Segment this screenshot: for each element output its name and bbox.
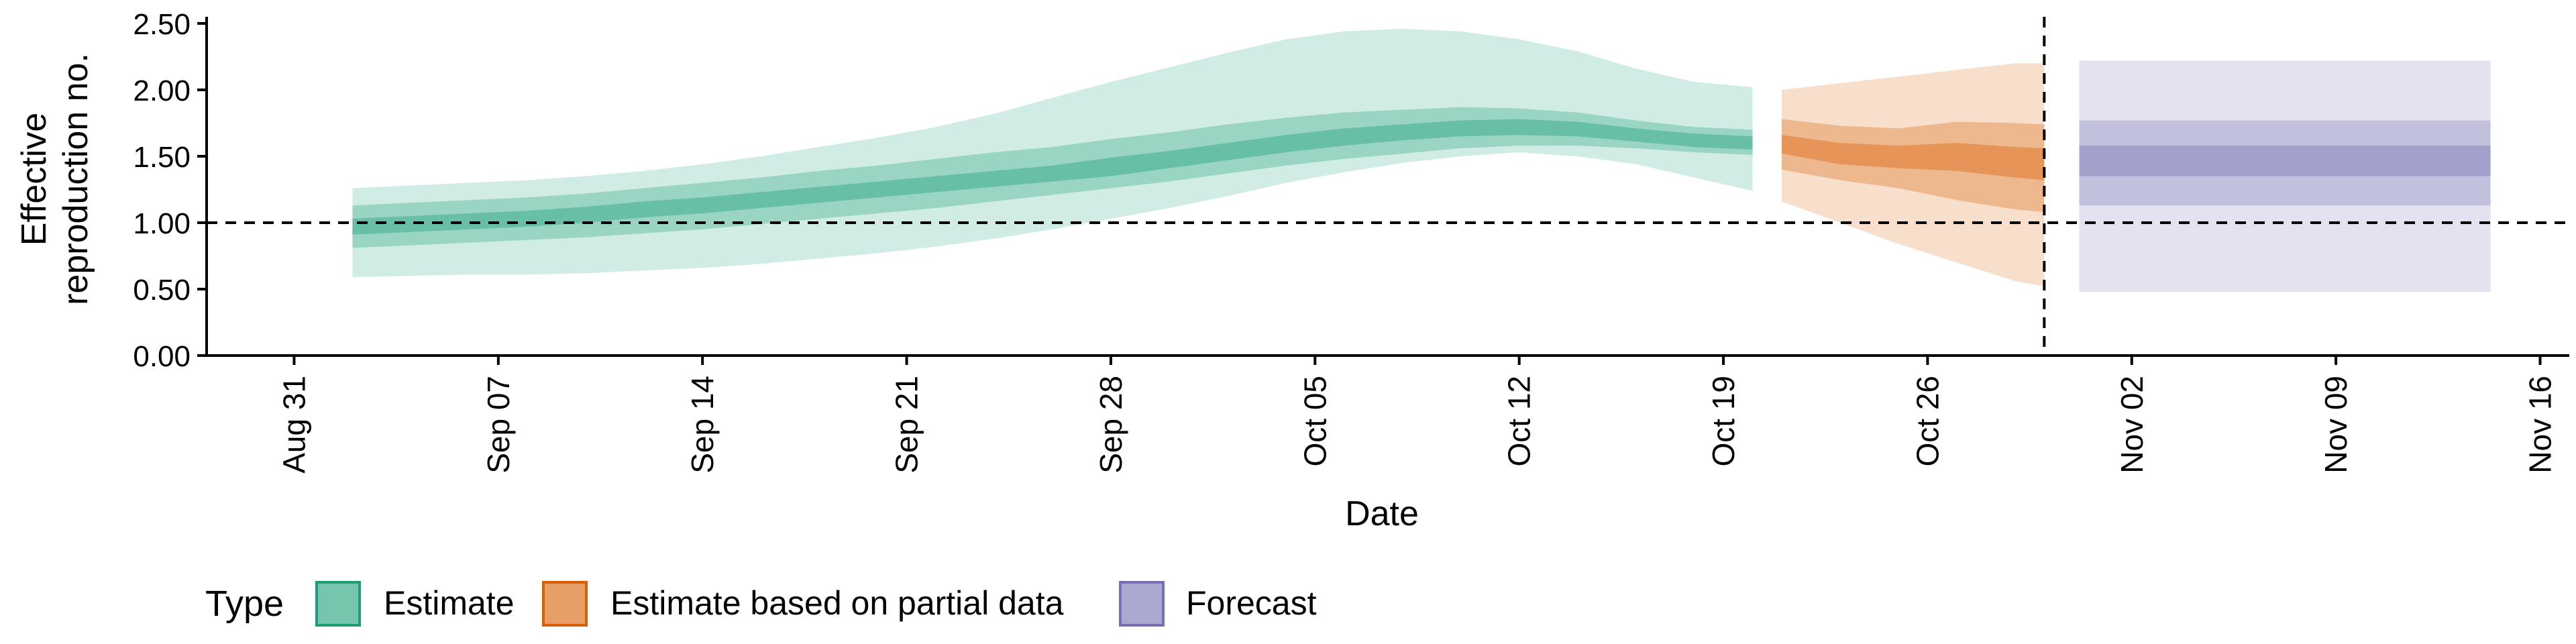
x-tick-label: Nov 16	[2523, 376, 2558, 474]
x-tick-label: Oct 26	[1910, 376, 1945, 467]
x-tick-label: Aug 31	[276, 376, 311, 474]
axes-layer	[205, 17, 2569, 357]
reference-lines	[207, 17, 2569, 356]
y-axis-label-line-1: Effective	[15, 113, 54, 246]
band-layer	[352, 28, 2491, 292]
forecast-50-band	[2079, 146, 2491, 176]
x-tick-label: Nov 09	[2318, 376, 2353, 474]
x-axis-ticks: Aug 31 Sep 07 Sep 14 Sep 21 Sep 28 Oct 05 Oct …	[276, 356, 2558, 474]
legend-label-forecast: Forecast	[1186, 584, 1317, 622]
x-tick-label: Sep 21	[890, 376, 924, 474]
x-tick-label: Sep 07	[481, 376, 516, 474]
legend-key-estimate	[315, 581, 361, 627]
legend-key-forecast	[1119, 581, 1165, 627]
legend: Type Estimate Estimate based on partial d…	[205, 581, 1317, 627]
legend-key-estimate-based-on-partial-data	[542, 581, 588, 627]
x-tick-label: Oct 12	[1502, 376, 1537, 467]
y-tick-label: 2.00	[133, 74, 191, 107]
legend-label-estimate: Estimate	[384, 584, 515, 622]
y-tick-label: 0.00	[133, 340, 191, 373]
y-axis-ticks: 0.00 0.50 1.00 1.50 2.00 2.50	[133, 8, 207, 373]
x-tick-label: Sep 14	[685, 376, 720, 474]
forecast-ci-band	[2079, 60, 2491, 292]
y-tick-label: 1.00	[133, 207, 191, 240]
legend-title: Type	[205, 584, 284, 624]
x-tick-label: Oct 19	[1706, 376, 1741, 467]
forecast-90-band	[2079, 120, 2491, 206]
estimate-based-on-partial-data-90-band	[1782, 119, 2045, 213]
estimate-90-band	[352, 107, 1753, 248]
estimate-50-band	[352, 119, 1753, 235]
y-tick-label: 1.50	[133, 141, 191, 174]
legend-label-estimate-based-on-partial-data: Estimate based on partial data	[610, 584, 1064, 622]
estimate-based-on-partial-data-50-band	[1782, 135, 2045, 180]
x-tick-label: Nov 02	[2114, 376, 2149, 474]
estimate-based-on-partial-data-ci-band	[1782, 63, 2045, 287]
x-axis-label: Date	[1345, 494, 1419, 533]
x-tick-label: Sep 28	[1093, 376, 1128, 474]
y-tick-label: 2.50	[133, 8, 191, 41]
estimate-ci-band	[352, 28, 1753, 278]
y-tick-label: 0.50	[133, 274, 191, 307]
y-axis-label-line-2: reproduction no.	[56, 53, 95, 305]
x-tick-label: Oct 05	[1297, 376, 1332, 467]
